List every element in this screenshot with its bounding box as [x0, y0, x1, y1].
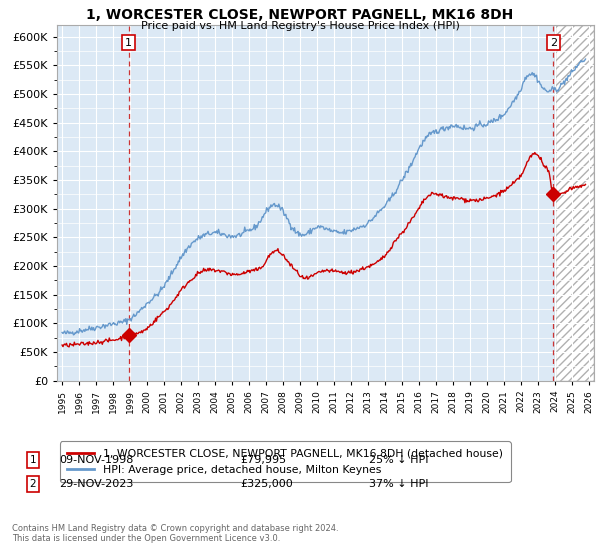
Text: 09-NOV-1998: 09-NOV-1998 [59, 455, 133, 465]
Text: 1, WORCESTER CLOSE, NEWPORT PAGNELL, MK16 8DH: 1, WORCESTER CLOSE, NEWPORT PAGNELL, MK1… [86, 8, 514, 22]
Text: 25% ↓ HPI: 25% ↓ HPI [369, 455, 428, 465]
Text: 2: 2 [550, 38, 557, 48]
Text: Price paid vs. HM Land Registry's House Price Index (HPI): Price paid vs. HM Land Registry's House … [140, 21, 460, 31]
Text: 1: 1 [125, 38, 132, 48]
Text: £325,000: £325,000 [240, 479, 293, 489]
Text: Contains HM Land Registry data © Crown copyright and database right 2024.
This d: Contains HM Land Registry data © Crown c… [12, 524, 338, 543]
Bar [555, 25, 594, 381]
Text: 1: 1 [29, 455, 37, 465]
Text: 37% ↓ HPI: 37% ↓ HPI [369, 479, 428, 489]
Legend: 1, WORCESTER CLOSE, NEWPORT PAGNELL, MK16 8DH (detached house), HPI: Average pri: 1, WORCESTER CLOSE, NEWPORT PAGNELL, MK1… [60, 441, 511, 483]
Text: 2: 2 [29, 479, 37, 489]
Text: £79,995: £79,995 [240, 455, 286, 465]
Text: 29-NOV-2023: 29-NOV-2023 [59, 479, 133, 489]
